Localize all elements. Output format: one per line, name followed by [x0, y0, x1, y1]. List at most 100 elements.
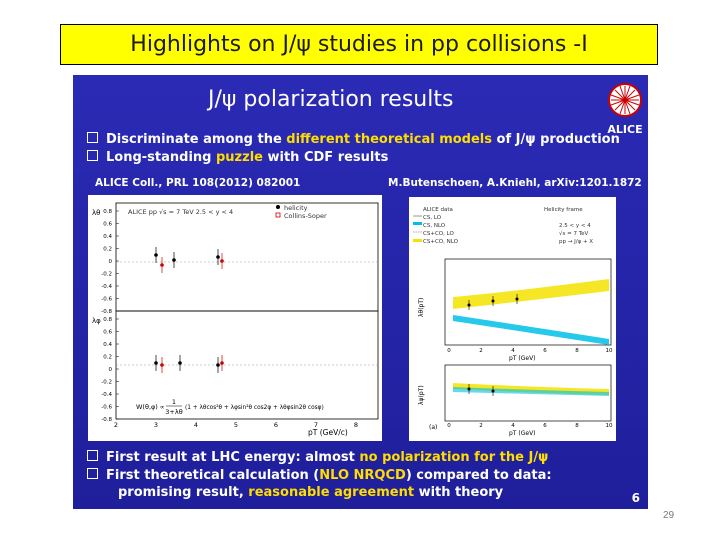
data-point [467, 303, 471, 307]
formula-left: W(θ,φ) ∝ [136, 403, 165, 411]
xtick-label: 2 [479, 348, 483, 354]
yticks-top: 0.8 0.6 0.4 0.2 0 -0.2 -0.4 -0.6 -0.8 [101, 209, 119, 315]
reference-theory: M.Butenschoen, A.Kniehl, arXiv:1201.1872 [388, 177, 642, 189]
xtick-label: 4 [194, 421, 198, 429]
left-xlabel: pT (GeV/c) [308, 428, 348, 437]
right-xlabel-top: pT (GeV) [509, 355, 536, 362]
right-legend-csco-nlo: CS+CO, NLO [423, 239, 459, 245]
data-point [172, 258, 176, 262]
embedded-slide: J/ψ polarization results ALICE Discrimin… [73, 75, 648, 509]
ytick-label: 0 [109, 259, 113, 265]
ylabel-top: λθ [92, 209, 100, 217]
ytick-label: 0.2 [103, 355, 112, 361]
xtick-label: 6 [543, 348, 547, 354]
yticks-bottom: 0.8 0.6 0.4 0.2 0 -0.2 -0.4 -0.6 -0.8 [101, 317, 119, 423]
frame-text-2: 2.5 < y < 4 [559, 223, 591, 229]
xtick-label: 2 [479, 423, 483, 429]
frame-text-1: Helicity frame [544, 207, 583, 213]
xtick-label: 7 [314, 421, 318, 429]
xtick-label: 3 [154, 421, 158, 429]
xticks-right-top: 0 2 4 6 8 10 [447, 348, 613, 354]
slide-header-title: Highlights on J/ψ studies in pp collisio… [60, 24, 658, 65]
data-point [160, 363, 164, 367]
ytick-label: 0.4 [103, 342, 112, 348]
formula-rest: (1 + λθcos²θ + λφsin²θ cos2φ + λθφsin2θ … [185, 404, 324, 411]
ytick-label: -0.4 [101, 392, 112, 398]
legend-collins-soper: Collins-Soper [284, 212, 327, 220]
xtick-label: 0 [447, 423, 451, 429]
data-point [220, 259, 224, 263]
data-point [154, 361, 158, 365]
right-legend-csco-lo: CS+CO, LO [423, 231, 454, 237]
xtick-label: 2 [114, 421, 118, 429]
data-point [178, 361, 182, 365]
ytick-label: 0 [109, 367, 113, 373]
frame-text-3: √s = 7 TeV [559, 230, 589, 237]
xtick-label: 8 [575, 423, 579, 429]
ytick-label: -0.4 [101, 284, 112, 290]
ytick-label: 0.6 [103, 330, 112, 336]
data-point [220, 361, 224, 365]
data-point [515, 297, 519, 301]
right-plot-panel: ALICE data CS, LO CS, NLO CS+CO, LO CS+C… [409, 197, 616, 441]
bullet-top-2: Long-standing puzzle with CDF results [87, 150, 388, 165]
left-plot: ALICE pp √s = 7 TeV 2.5 < y < 4 helicity… [92, 202, 379, 437]
right-legend-cs-lo: CS, LO [423, 215, 442, 221]
ytick-label: -0.8 [101, 417, 112, 423]
left-plot-header: ALICE pp √s = 7 TeV 2.5 < y < 4 [128, 208, 233, 216]
xtick-label: 6 [543, 423, 547, 429]
data-point [491, 389, 495, 393]
xtick-label: 6 [274, 421, 278, 429]
formula-den: 3+λθ [165, 408, 182, 416]
bullet-bottom-continuation: promising result, reasonable agreement w… [118, 485, 504, 500]
alice-logo-text: ALICE [607, 123, 642, 136]
ytick-label: -0.8 [101, 309, 112, 315]
data-point [216, 363, 220, 367]
xtick-label: 10 [606, 348, 613, 354]
xtick-label: 8 [575, 348, 579, 354]
ytick-label: 0.6 [103, 222, 112, 228]
bullet-bottom-2: First theoretical calculation (NLO NRQCD… [87, 468, 552, 483]
left-plot-panel: ALICE pp √s = 7 TeV 2.5 < y < 4 helicity… [88, 195, 382, 441]
right-panel-tag: (a) [429, 424, 437, 431]
data-point [154, 253, 158, 257]
slide-number: 29 [663, 510, 675, 521]
right-legend-cs-nlo: CS, NLO [423, 223, 446, 229]
ylabel-bottom: λφ [92, 317, 101, 325]
ytick-label: -0.2 [101, 272, 112, 278]
xticks-left: 2 3 4 5 6 7 8 [114, 421, 358, 429]
reference-alice: ALICE Coll., PRL 108(2012) 082001 [95, 177, 301, 189]
alice-logo-icon: ALICE [607, 83, 643, 136]
ytick-label: 0.4 [103, 234, 112, 240]
right-ylabel-bottom: λφ(pT) [418, 385, 425, 405]
ytick-label: -0.2 [101, 380, 112, 386]
right-plot-points [467, 294, 519, 396]
data-point [160, 263, 164, 267]
right-legend-data: ALICE data [423, 207, 453, 213]
xtick-label: 10 [606, 423, 613, 429]
ytick-label: 0.8 [103, 317, 112, 323]
bullet-top-1: Discriminate among the different theoret… [87, 132, 620, 147]
xtick-label: 4 [511, 348, 515, 354]
bullet-bottom-1: First result at LHC energy: almost no po… [87, 450, 548, 465]
xtick-label: 8 [354, 421, 358, 429]
xticks-right-bottom: 0 2 4 6 8 10 [447, 423, 613, 429]
embedded-page-number: 6 [631, 491, 640, 505]
frame-text-4: pp → J/ψ + X [559, 239, 593, 245]
ytick-label: 0.8 [103, 209, 112, 215]
formula-num: 1 [172, 398, 176, 406]
slide-title: J/ψ polarization results [208, 87, 454, 112]
data-point [467, 387, 471, 391]
right-plot: ALICE data CS, LO CS, NLO CS+CO, LO CS+C… [413, 207, 613, 437]
data-point [491, 299, 495, 303]
ytick-label: -0.6 [101, 405, 112, 411]
xtick-label: 0 [447, 348, 451, 354]
left-plot-points [154, 247, 224, 373]
right-xlabel-bottom: pT (GeV) [509, 430, 536, 437]
xtick-label: 5 [234, 421, 238, 429]
xtick-label: 4 [511, 423, 515, 429]
ytick-label: 0.2 [103, 247, 112, 253]
ytick-label: -0.6 [101, 297, 112, 303]
right-ylabel-top: λθ(pT) [418, 298, 425, 317]
legend-helicity: helicity [284, 204, 308, 212]
